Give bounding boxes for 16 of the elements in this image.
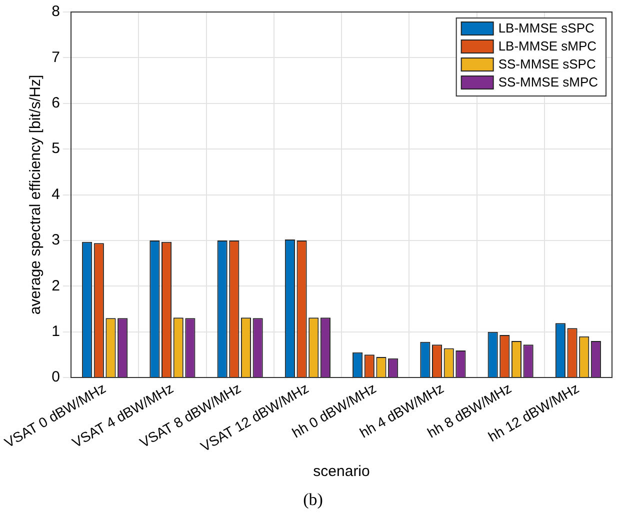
y-tick-label: 7 [52, 48, 60, 66]
x-axis-title: scenario [313, 463, 370, 480]
legend-label: LB-MMSE sSPC [498, 20, 594, 36]
legend-label: SS-MMSE sSPC [498, 56, 596, 72]
y-axis-title: average spectral efficiency [bit/s/Hz] [26, 74, 44, 315]
legend-label: SS-MMSE sMPC [498, 74, 598, 90]
legend-label: LB-MMSE sMPC [498, 38, 597, 54]
y-tick-label: 0 [52, 368, 60, 386]
y-tick-label: 6 [52, 94, 60, 112]
y-tick-label: 3 [52, 232, 60, 249]
y-tick-label: 5 [52, 140, 60, 158]
y-tick-label: 1 [52, 322, 60, 340]
y-tick-label: 8 [52, 3, 60, 20]
text: (b) [302, 490, 324, 510]
y-tick-label: 4 [52, 186, 60, 203]
y-tick-label: 2 [52, 277, 60, 294]
